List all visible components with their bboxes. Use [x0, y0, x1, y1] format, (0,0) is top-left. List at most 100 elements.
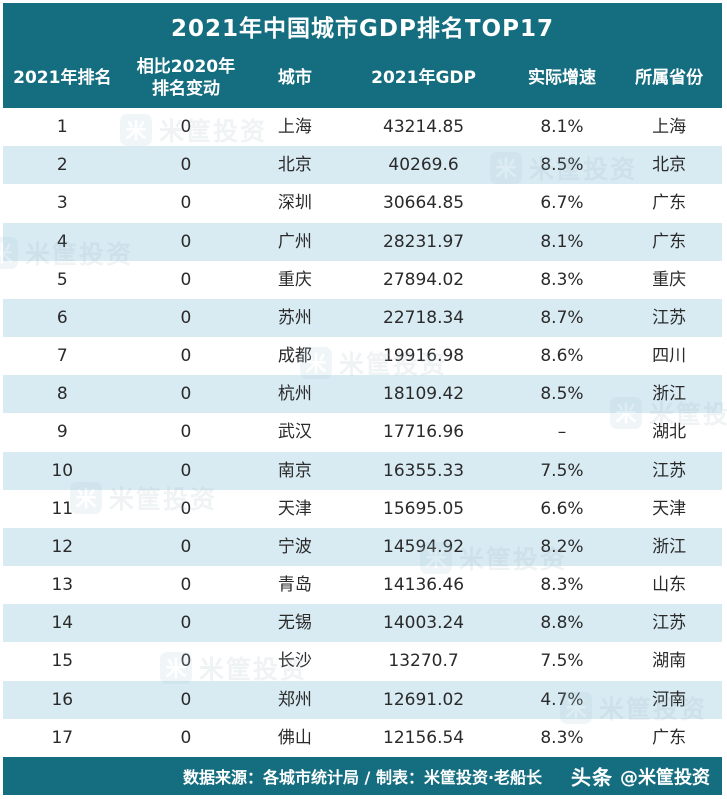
cell-change: 0 — [180, 384, 192, 405]
cell-rank: 16 — [51, 689, 74, 710]
column-header-gdp: 2021年GDP — [371, 67, 476, 88]
toutiao-logo: 头条 — [571, 765, 613, 790]
cell-province: 广东 — [652, 193, 687, 214]
column-header-change-line2: 排名变动 — [151, 79, 220, 99]
cell-province: 江苏 — [652, 307, 687, 328]
cell-rank: 6 — [56, 307, 68, 328]
cell-gdp: 12156.54 — [383, 727, 465, 748]
column-header-city: 城市 — [277, 67, 312, 88]
table-row: 5 0 重庆 27894.02 8.3% 重庆 — [3, 260, 722, 299]
cell-rank: 13 — [51, 575, 74, 596]
table-row: 10 0 南京 16355.33 7.5% 江苏 — [3, 451, 722, 490]
table-row: 7 0 成都 19916.98 8.6% 四川 — [3, 337, 722, 376]
column-header-change: 相比2020年 排名变动 — [122, 56, 251, 100]
cell-province: 浙江 — [652, 536, 687, 557]
cell-change: 0 — [180, 307, 192, 328]
table-row: 14 0 无锡 14003.24 8.8% 江苏 — [3, 604, 722, 643]
cell-gdp: 16355.33 — [383, 460, 465, 481]
cell-city: 重庆 — [277, 269, 312, 290]
table-row: 2 0 北京 40269.6 8.5% 北京 — [3, 146, 722, 185]
cell-growth: 8.1% — [540, 117, 584, 138]
cell-province: 浙江 — [652, 384, 687, 405]
cell-gdp: 43214.85 — [383, 117, 465, 138]
cell-growth: 8.3% — [540, 269, 584, 290]
cell-change: 0 — [180, 155, 192, 176]
cell-province: 河南 — [652, 689, 687, 710]
cell-growth: 8.2% — [540, 536, 584, 557]
cell-growth: 8.3% — [540, 575, 584, 596]
cell-province: 湖北 — [652, 422, 687, 443]
cell-city: 武汉 — [277, 422, 312, 443]
cell-city: 宁波 — [277, 536, 312, 557]
cell-rank: 3 — [56, 193, 68, 214]
cell-province: 四川 — [652, 346, 687, 367]
cell-change: 0 — [180, 498, 192, 519]
page-title-text: 2021年中国城市GDP排名TOP17 — [171, 15, 554, 42]
cell-city: 郑州 — [277, 689, 312, 710]
cell-growth: 6.6% — [540, 498, 584, 519]
table-row: 15 0 长沙 13270.7 7.5% 湖南 — [3, 642, 722, 681]
footer-source-text: 数据来源：各城市统计局 / 制表：米筐投资·老船长 — [182, 768, 543, 787]
cell-rank: 14 — [51, 613, 74, 634]
cell-change: 0 — [180, 651, 192, 672]
cell-growth: 8.6% — [540, 346, 584, 367]
column-header-rank: 2021年排名 — [13, 67, 112, 88]
cell-change: 0 — [180, 536, 192, 557]
page-title: 2021年中国城市GDP排名TOP17 — [3, 3, 722, 48]
cell-province: 湖南 — [652, 651, 687, 672]
cell-gdp: 13270.7 — [388, 651, 459, 672]
cell-change: 0 — [180, 575, 192, 596]
cell-city: 青岛 — [277, 575, 312, 596]
cell-city: 天津 — [277, 498, 312, 519]
table-row: 6 0 苏州 22718.34 8.7% 江苏 — [3, 298, 722, 338]
cell-gdp: 19916.98 — [383, 346, 465, 367]
cell-city: 佛山 — [277, 727, 312, 748]
cell-province: 重庆 — [652, 269, 687, 290]
cell-growth: 8.5% — [540, 384, 584, 405]
cell-rank: 5 — [56, 269, 68, 290]
footer-bar: 数据来源：各城市统计局 / 制表：米筐投资·老船长 头条 @米筐投资 — [3, 757, 722, 795]
cell-growth: 7.5% — [540, 651, 584, 672]
cell-gdp: 14594.92 — [383, 536, 465, 557]
table-row: 8 0 杭州 18109.42 8.5% 浙江 — [3, 375, 722, 414]
cell-province: 北京 — [652, 155, 687, 176]
cell-city: 广州 — [277, 231, 312, 252]
cell-city: 北京 — [277, 155, 312, 176]
table-panel: 2021年中国城市GDP排名TOP17 2021年排名 相比2020年 排名变动… — [3, 3, 722, 795]
cell-gdp: 15695.05 — [383, 498, 465, 519]
cell-change: 0 — [180, 269, 192, 290]
cell-rank: 8 — [56, 384, 68, 405]
table-row: 3 0 深圳 30664.85 6.7% 广东 — [3, 184, 722, 223]
cell-province: 广东 — [652, 231, 687, 252]
cell-gdp: 18109.42 — [383, 384, 465, 405]
table-row: 13 0 青岛 14136.46 8.3% 山东 — [3, 566, 722, 605]
table-row: 9 0 武汉 17716.96 – 湖北 — [3, 413, 722, 452]
cell-change: 0 — [180, 727, 192, 748]
cell-gdp: 28231.97 — [383, 231, 465, 252]
cell-rank: 17 — [51, 727, 74, 748]
cell-rank: 2 — [56, 155, 68, 176]
cell-change: 0 — [180, 422, 192, 443]
cell-gdp: 22718.34 — [383, 307, 465, 328]
cell-gdp: 14136.46 — [383, 575, 465, 596]
cell-city: 成都 — [277, 346, 312, 367]
cell-gdp: 17716.96 — [383, 422, 465, 443]
cell-rank: 7 — [56, 346, 68, 367]
cell-province: 广东 — [652, 727, 687, 748]
column-header-change-line1: 相比2020年 — [136, 56, 236, 77]
cell-change: 0 — [180, 193, 192, 214]
cell-rank: 9 — [56, 422, 68, 443]
table-row: 17 0 佛山 12156.54 8.3% 广东 — [3, 718, 722, 757]
cell-province: 天津 — [652, 498, 687, 519]
table-row: 12 0 宁波 14594.92 8.2% 浙江 — [3, 527, 722, 567]
cell-city: 无锡 — [277, 613, 312, 634]
cell-growth: – — [557, 422, 567, 443]
cell-city: 上海 — [277, 117, 312, 138]
cell-city: 长沙 — [277, 651, 312, 672]
cell-gdp: 27894.02 — [383, 269, 465, 290]
cell-gdp: 30664.85 — [383, 193, 465, 214]
table-body: 1 0 上海 43214.85 8.1% 上海 2 0 北京 40269.6 8.5% 北京 3 0 深圳 3… — [3, 108, 722, 757]
cell-rank: 15 — [51, 651, 74, 672]
cell-growth: 8.8% — [540, 613, 584, 634]
